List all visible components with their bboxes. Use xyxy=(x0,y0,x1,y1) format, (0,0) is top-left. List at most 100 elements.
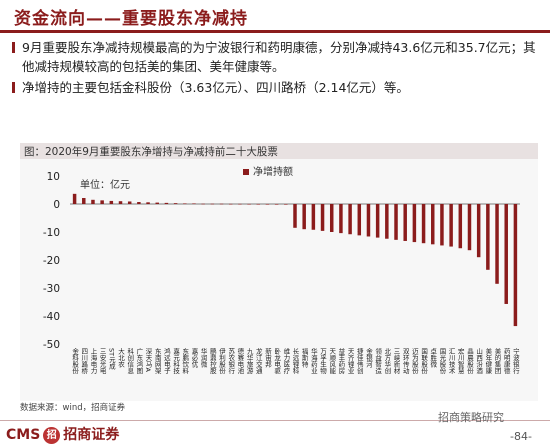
x-tick-label: 万孚生物 xyxy=(319,348,327,376)
bar xyxy=(431,204,435,245)
x-tick-label: 广东鸿图 xyxy=(135,347,143,376)
x-tick-label: 汇川技术 xyxy=(447,348,455,376)
bar xyxy=(100,200,104,204)
bullet-text: 净增持的主要包括金科股份（3.63亿元）、四川路桥（2.14亿元）等。 xyxy=(22,80,409,95)
bar xyxy=(274,204,279,205)
watermark: 招商策略研究 xyxy=(438,411,504,424)
bar xyxy=(458,204,463,249)
y-tick-label: -50 xyxy=(43,339,60,351)
y-tick-label: -40 xyxy=(43,311,60,323)
x-tick-label: 九华旅游 xyxy=(245,347,253,376)
x-tick-label: 天齐锂业 xyxy=(346,348,354,375)
bar xyxy=(238,203,242,205)
bar xyxy=(210,203,215,205)
x-tick-label: 四川路桥 xyxy=(80,348,88,376)
bar xyxy=(256,203,261,205)
bar xyxy=(91,199,95,204)
bar xyxy=(137,202,141,204)
x-tick-label: 卓胜微 xyxy=(429,347,437,369)
x-tick-label: 科创信息 xyxy=(126,347,134,375)
bar xyxy=(293,204,297,228)
x-tick-label: 东南网架 xyxy=(153,347,161,376)
x-tick-label: 药明康德 xyxy=(502,347,510,376)
x-tick-label: 鹏鼎控股 xyxy=(208,347,216,376)
slide-title: 资金流向——重要股东净减持 xyxy=(14,9,248,29)
x-tick-label: 宁波银行 xyxy=(511,347,519,376)
bar xyxy=(183,203,187,205)
x-tick-label: 美年健康 xyxy=(484,347,492,375)
bar xyxy=(109,200,114,204)
bar xyxy=(265,203,270,205)
x-tick-label: 伊利股份 xyxy=(218,347,226,376)
y-tick-label: -30 xyxy=(43,283,60,295)
x-tick-label: 德赛电池 xyxy=(236,347,244,375)
x-tick-label: 鸿远电子 xyxy=(162,347,170,375)
bar xyxy=(495,204,499,284)
bar xyxy=(146,202,150,204)
bullet-text: 9月重要股东净减持规模最高的为宁波银行和药明康德，分别净减持43.6亿元和35.… xyxy=(22,40,536,74)
x-tick-label: 金银河 xyxy=(364,347,372,368)
bar xyxy=(173,203,178,204)
x-tick-label: 深天马A xyxy=(144,347,152,373)
chart-panel xyxy=(20,143,538,401)
bar xyxy=(247,203,251,205)
bar xyxy=(394,204,398,240)
bullet-marker xyxy=(12,82,15,93)
brand-logo: CMS 招招商证券 xyxy=(6,426,120,444)
bar xyxy=(449,204,453,247)
bar xyxy=(403,204,407,241)
x-tick-label: 福斯特 xyxy=(300,347,308,368)
chart-title-band xyxy=(20,143,538,159)
x-tick-label: 美的集团 xyxy=(493,347,501,376)
legend-swatch xyxy=(243,169,249,175)
x-tick-label: 宏川智慧 xyxy=(456,347,464,375)
bar xyxy=(339,204,343,234)
bar xyxy=(329,204,334,232)
x-tick-label: 山西汾酒 xyxy=(475,347,483,376)
logo-mark-icon: 招 xyxy=(43,426,61,444)
x-tick-label: 捷佳伟创 xyxy=(355,347,363,376)
x-tick-label: 益丰药房 xyxy=(337,347,345,376)
bar xyxy=(320,204,325,231)
x-tick-label: 双环传动 xyxy=(401,348,409,376)
chart-legend: 净增持额 xyxy=(243,163,293,178)
bar xyxy=(486,204,490,270)
bar xyxy=(164,202,169,204)
x-tick-label: 卧龙电驱 xyxy=(273,348,281,376)
legend-label: 净增持额 xyxy=(253,167,293,178)
y-tick-label: -20 xyxy=(43,255,60,267)
x-tick-label: 东鹏饮料 xyxy=(181,347,189,376)
bar xyxy=(155,202,159,204)
x-tick-label: 北方华创 xyxy=(383,348,391,376)
bar xyxy=(385,204,389,239)
x-tick-label: 上海电力 xyxy=(89,347,97,376)
bar xyxy=(375,204,380,238)
x-tick-label: 天顺风能 xyxy=(328,348,336,376)
x-tick-label: 嘉元科技 xyxy=(172,347,180,376)
x-tick-label: 华海药业 xyxy=(309,347,317,375)
bar xyxy=(118,201,123,204)
bar xyxy=(467,204,472,251)
bar xyxy=(421,204,426,244)
bar xyxy=(357,204,362,236)
bar xyxy=(228,203,233,205)
bar xyxy=(513,204,518,327)
x-tick-label: 国联股份 xyxy=(420,348,428,376)
x-tick-label: 三安光电 xyxy=(98,348,106,375)
bullet-marker xyxy=(12,42,15,53)
bar xyxy=(440,204,444,246)
x-tick-label: 大北农 xyxy=(117,347,125,369)
bar xyxy=(201,203,205,205)
y-tick-label: 10 xyxy=(47,171,60,183)
page-number: -84- xyxy=(510,430,532,443)
x-tick-label: 华润微 xyxy=(199,347,207,369)
x-tick-label: 嘉必优 xyxy=(190,347,198,369)
bar xyxy=(504,204,508,304)
title-divider xyxy=(0,30,550,33)
x-tick-label: 维力医疗 xyxy=(282,347,290,376)
unit-label: 单位：亿元 xyxy=(80,180,130,191)
bar xyxy=(82,198,86,204)
y-tick-label: 0 xyxy=(53,199,60,211)
x-tick-label: 苏农银行 xyxy=(227,347,235,376)
